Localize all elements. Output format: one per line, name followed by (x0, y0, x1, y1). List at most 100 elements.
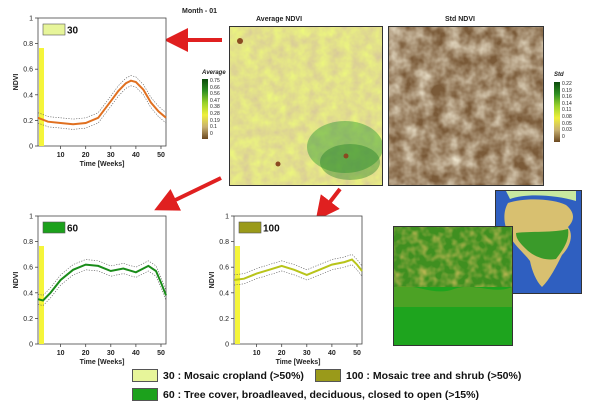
std-ndvi-map-graphic (389, 27, 543, 185)
cbar-tick: 0.56 (210, 91, 220, 98)
cbar-tick: 0.28 (210, 110, 220, 117)
chart-30[interactable]: 0 0.2 0.4 0.6 0.8 1 10 20 30 40 50 Time [Weeks] NDVI… (2, 10, 174, 175)
upper-bound-line (37, 259, 167, 296)
y-axis-label: NDVI (13, 272, 20, 289)
chart-swatch (238, 221, 262, 234)
legend-label: 60 : Tree cover, broadleaved, deciduous,… (163, 388, 479, 401)
highlight-band (235, 246, 240, 344)
plot-frame (37, 17, 167, 147)
y-tick-label: 0.2 (23, 316, 33, 323)
y-tick-label: 0.4 (23, 92, 33, 99)
land-cover-map[interactable] (393, 226, 513, 346)
y-tick-label: 0.4 (219, 290, 229, 297)
x-tick-label: 50 (157, 350, 165, 357)
chart-60[interactable]: 0 0.2 0.4 0.6 0.8 1 10 20 30 40 50 Time [Weeks] NDVI… (2, 208, 174, 373)
chart-title-label: 60 (67, 224, 79, 235)
legend-swatch (132, 388, 158, 401)
cbar-tick: 0.1 (210, 124, 217, 131)
lower-bound-line (233, 264, 363, 286)
y-tick-label: 0.8 (23, 41, 33, 48)
chart-100[interactable]: 0 0.2 0.4 0.6 0.8 1 10 20 30 40 50 Time [Weeks] NDVI… (198, 208, 370, 373)
plot-frame (37, 215, 167, 345)
series-line (37, 263, 167, 302)
y-tick-label: 1 (29, 214, 33, 221)
y-tick-label: 0.6 (23, 265, 33, 272)
lower-bound-line (37, 85, 167, 130)
std-colorbar (554, 82, 560, 142)
cbar-tick: 0.05 (562, 120, 572, 127)
cbar-tick: 0.16 (562, 94, 572, 101)
cbar-tick: 0.03 (562, 127, 572, 134)
y-tick-label: 0 (225, 342, 229, 349)
lower-bound-line (37, 269, 167, 306)
x-tick-label: 10 (57, 152, 65, 159)
chart-30-plot: 0 0.2 0.4 0.6 0.8 1 10 20 30 40 50 Time [Weeks] NDVI… (13, 16, 167, 168)
month-label: Month - 01 (182, 8, 217, 15)
land-cover-graphic (394, 227, 512, 345)
avg-colorbar-ticks: 0.75 0.66 0.56 0.47 0.38 0.28 0.19 0.1 0 (210, 78, 220, 137)
x-tick-label: 50 (157, 152, 165, 159)
cbar-tick: 0.19 (562, 87, 572, 94)
legend-swatch (315, 369, 341, 382)
cbar-tick: 0.75 (210, 78, 220, 84)
y-tick-label: 1 (29, 16, 33, 23)
y-tick-label: 0.6 (219, 265, 229, 272)
chart-title-label: 100 (263, 224, 280, 235)
chart-60-plot: 0 0.2 0.4 0.6 0.8 1 10 20 30 40 50 Time [Weeks] NDVI… (13, 214, 167, 366)
x-axis-label: Time [Weeks] (80, 359, 125, 366)
arrow-to-chart-60 (154, 176, 222, 211)
y-tick-label: 0 (29, 144, 33, 151)
cbar-tick: 0.38 (210, 104, 220, 111)
x-tick-label: 10 (253, 350, 261, 357)
x-tick-label: 30 (107, 350, 115, 357)
x-tick-label: 40 (132, 350, 140, 357)
cbar-tick: 0.47 (210, 97, 220, 104)
upper-bound-line (233, 254, 363, 276)
avg-map-title: Average NDVI (256, 16, 303, 23)
legend-item-60: 60 : Tree cover, broadleaved, deciduous,… (132, 388, 479, 401)
chart-100-plot: 0 0.2 0.4 0.6 0.8 1 10 20 30 40 50 Time [Weeks] NDVI… (209, 214, 363, 366)
legend-swatch (132, 369, 158, 382)
x-tick-label: 40 (328, 350, 336, 357)
x-axis-label: Time [Weeks] (276, 359, 321, 366)
average-ndvi-map-graphic (230, 27, 382, 185)
cbar-tick: 0.11 (562, 107, 572, 114)
std-colorbar-title: Std (554, 72, 564, 78)
x-tick-label: 20 (82, 152, 90, 159)
series-line (233, 258, 363, 281)
x-tick-label: 40 (132, 152, 140, 159)
x-tick-label: 20 (278, 350, 286, 357)
legend-label: 30 : Mosaic cropland (>50%) (163, 369, 304, 382)
std-colorbar-ticks: 0.22 0.19 0.16 0.14 0.11 0.08 0.05 0.03 … (562, 81, 572, 140)
y-axis-label: NDVI (209, 272, 216, 289)
cbar-tick: 0.66 (210, 84, 220, 91)
avg-colorbar-title: Average (202, 70, 226, 76)
y-tick-label: 0.4 (23, 290, 33, 297)
y-tick-label: 0.2 (23, 118, 33, 125)
y-axis-label: NDVI (13, 74, 20, 91)
chart-title-label: 30 (67, 26, 79, 37)
highlight-band (39, 48, 44, 146)
upper-bound-line (37, 75, 167, 120)
avg-colorbar (202, 79, 208, 139)
average-ndvi-map[interactable] (229, 26, 383, 186)
legend-label: 100 : Mosaic tree and shrub (>50%) (346, 369, 522, 382)
std-ndvi-map[interactable] (388, 26, 544, 186)
y-tick-label: 0.2 (219, 316, 229, 323)
cbar-tick: 0.14 (562, 100, 572, 107)
plot-frame (233, 215, 363, 345)
std-map-title: Std NDVI (445, 16, 475, 23)
cbar-tick: 0.08 (562, 113, 572, 120)
y-tick-label: 1 (225, 214, 229, 221)
x-tick-label: 50 (353, 350, 361, 357)
x-tick-label: 30 (303, 350, 311, 357)
x-tick-label: 10 (57, 350, 65, 357)
cbar-tick: 0 (210, 130, 213, 137)
x-tick-label: 20 (82, 350, 90, 357)
chart-swatch (42, 23, 66, 36)
y-tick-label: 0.6 (23, 67, 33, 74)
cbar-tick: 0 (562, 133, 565, 140)
y-tick-label: 0 (29, 342, 33, 349)
x-axis-label: Time [Weeks] (80, 161, 125, 168)
